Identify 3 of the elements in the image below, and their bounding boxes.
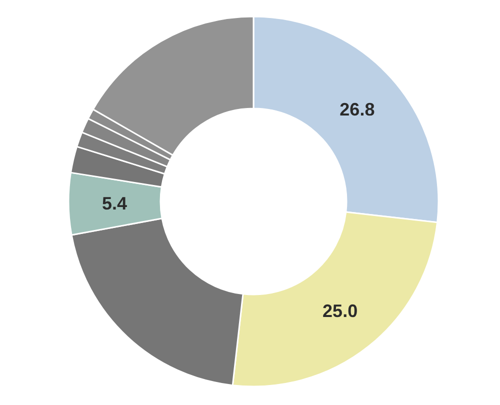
- data-label: 25.0: [322, 300, 358, 321]
- data-label: 5.4: [102, 194, 128, 214]
- data-label: 26.8: [340, 99, 375, 120]
